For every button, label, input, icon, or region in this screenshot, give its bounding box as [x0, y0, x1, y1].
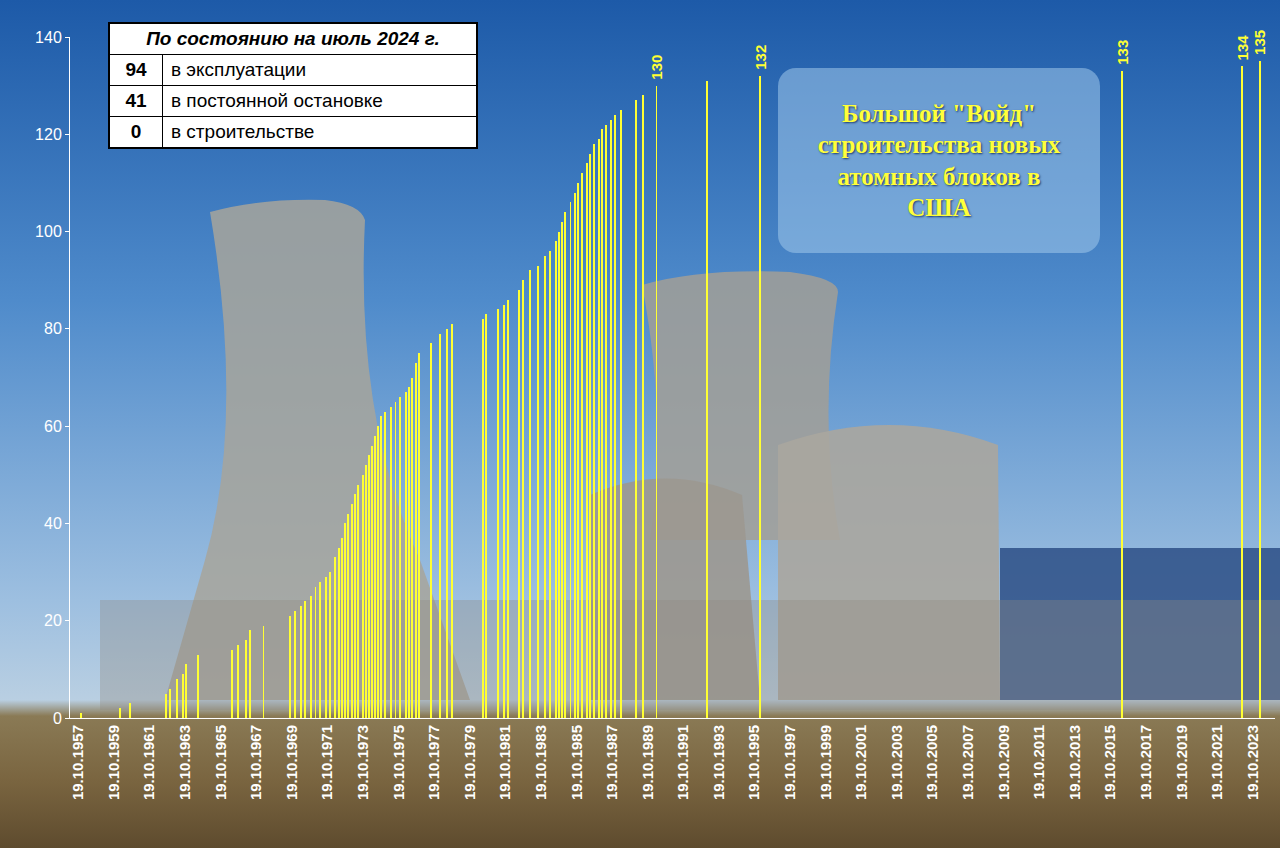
svg-text:19.10.2005: 19.10.2005 [923, 725, 940, 800]
svg-text:19.10.2011: 19.10.2011 [1030, 725, 1047, 799]
svg-text:19.10.1959: 19.10.1959 [105, 725, 122, 800]
svg-text:19.10.2023: 19.10.2023 [1244, 725, 1261, 800]
svg-text:140: 140 [35, 29, 62, 46]
svg-text:19.10.2003: 19.10.2003 [888, 725, 905, 800]
svg-text:19.10.2017: 19.10.2017 [1137, 725, 1154, 800]
svg-text:19.10.1971: 19.10.1971 [318, 725, 335, 800]
svg-text:19.10.2021: 19.10.2021 [1208, 725, 1225, 800]
html-text:По состоянию на июль 2024 г.: По состоянию на июль 2024 г. [146, 28, 440, 49]
svg-text:19.10.1983: 19.10.1983 [532, 725, 549, 800]
svg-text:134: 134 [1234, 35, 1251, 61]
svg-text:19.10.1987: 19.10.1987 [603, 725, 620, 800]
svg-text:135: 135 [1251, 30, 1268, 55]
svg-text:120: 120 [35, 126, 62, 143]
svg-text:19.10.1981: 19.10.1981 [496, 725, 513, 800]
svg-text:19.10.1977: 19.10.1977 [425, 725, 442, 800]
svg-text:19.10.1957: 19.10.1957 [69, 725, 86, 800]
html-text:94: 94 [125, 59, 147, 80]
svg-text:19.10.1993: 19.10.1993 [710, 725, 727, 800]
svg-text:19.10.1985: 19.10.1985 [568, 725, 585, 800]
svg-text:19.10.1999: 19.10.1999 [817, 725, 834, 800]
svg-text:19.10.1973: 19.10.1973 [354, 725, 371, 800]
html-text:в постоянной остановке: в постоянной остановке [171, 90, 383, 111]
svg-text:19.10.1961: 19.10.1961 [140, 725, 157, 800]
svg-text:133: 133 [1114, 40, 1131, 65]
svg-text:20: 20 [44, 612, 62, 629]
html-text:Большой "Войд" строительства н: Большой "Войд" строительства новых атомн… [817, 100, 1061, 221]
svg-text:19.10.1995: 19.10.1995 [745, 725, 762, 800]
html-text:в эксплуатации: в эксплуатации [171, 59, 307, 80]
svg-text:130: 130 [648, 55, 665, 80]
svg-text:40: 40 [44, 515, 62, 532]
svg-text:19.10.1979: 19.10.1979 [461, 725, 478, 800]
svg-text:80: 80 [44, 320, 62, 337]
svg-text:19.10.1965: 19.10.1965 [212, 725, 229, 800]
svg-text:19.10.1963: 19.10.1963 [176, 725, 193, 800]
svg-text:19.10.2009: 19.10.2009 [995, 725, 1012, 800]
svg-text:19.10.1975: 19.10.1975 [390, 725, 407, 800]
html-text:в строительстве: в строительстве [171, 121, 315, 142]
svg-text:19.10.1991: 19.10.1991 [674, 725, 691, 800]
svg-text:19.10.1997: 19.10.1997 [781, 725, 798, 800]
svg-text:0: 0 [53, 710, 62, 727]
svg-text:19.10.2001: 19.10.2001 [852, 725, 869, 800]
svg-text:60: 60 [44, 418, 62, 435]
html-text:0: 0 [130, 121, 142, 142]
svg-text:19.10.2007: 19.10.2007 [959, 725, 976, 800]
svg-text:19.10.1967: 19.10.1967 [247, 725, 264, 800]
svg-text:19.10.2013: 19.10.2013 [1066, 725, 1083, 800]
svg-text:19.10.1969: 19.10.1969 [283, 725, 300, 800]
svg-text:19.10.2015: 19.10.2015 [1101, 725, 1118, 800]
html-text:41: 41 [125, 90, 147, 111]
svg-text:19.10.1989: 19.10.1989 [639, 725, 656, 800]
svg-text:100: 100 [35, 223, 62, 240]
svg-text:19.10.2019: 19.10.2019 [1173, 725, 1190, 800]
svg-text:132: 132 [752, 45, 769, 70]
